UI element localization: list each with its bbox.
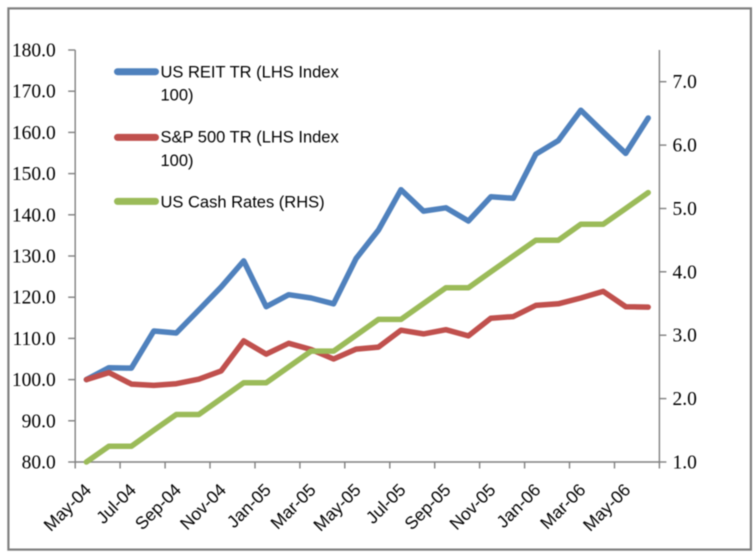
svg-text:US Cash Rates (RHS): US Cash Rates (RHS) (161, 193, 325, 211)
svg-text:US REIT TR (LHS Index: US REIT TR (LHS Index (161, 63, 340, 81)
svg-text:120.0: 120.0 (12, 288, 56, 309)
svg-text:140.0: 140.0 (12, 205, 56, 226)
svg-text:7.0: 7.0 (673, 72, 697, 93)
svg-text:4.0: 4.0 (673, 262, 697, 283)
svg-text:3.0: 3.0 (673, 326, 697, 347)
svg-text:2.0: 2.0 (673, 389, 697, 410)
svg-text:1.0: 1.0 (673, 453, 697, 474)
svg-text:180.0: 180.0 (12, 41, 56, 62)
svg-text:5.0: 5.0 (673, 199, 697, 220)
svg-text:S&P 500 TR (LHS Index: S&P 500 TR (LHS Index (161, 129, 340, 147)
svg-text:110.0: 110.0 (13, 329, 56, 350)
svg-text:80.0: 80.0 (22, 453, 56, 474)
svg-text:100): 100) (161, 87, 194, 105)
svg-text:150.0: 150.0 (12, 164, 56, 185)
svg-text:100.0: 100.0 (12, 370, 56, 391)
svg-text:160.0: 160.0 (12, 123, 56, 144)
svg-text:6.0: 6.0 (673, 136, 697, 157)
svg-text:100): 100) (161, 152, 194, 170)
svg-text:170.0: 170.0 (12, 82, 56, 103)
svg-text:90.0: 90.0 (22, 411, 56, 432)
svg-text:130.0: 130.0 (12, 247, 56, 268)
